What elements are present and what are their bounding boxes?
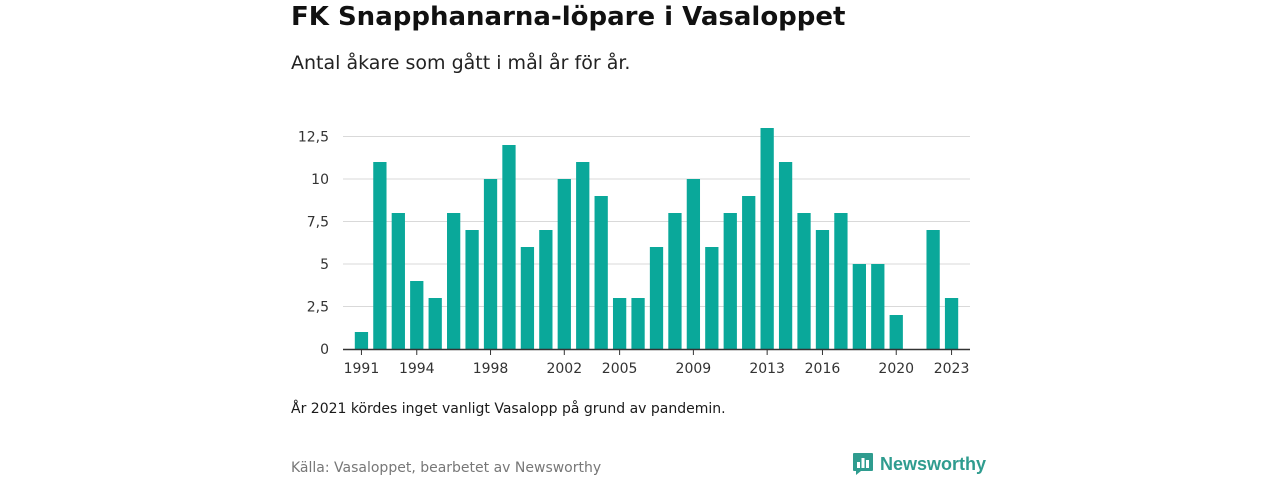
x-tick-label: 2009 xyxy=(676,361,712,377)
bar xyxy=(594,196,608,349)
newsworthy-logo: Newsworthy xyxy=(852,452,986,476)
y-tick-label: 0 xyxy=(320,342,329,358)
x-tick-label: 1998 xyxy=(473,361,509,377)
x-tick-label: 2013 xyxy=(749,361,785,377)
x-tick-label: 2020 xyxy=(878,361,914,377)
bar xyxy=(447,213,461,349)
x-tick-label: 1994 xyxy=(399,361,435,377)
bar xyxy=(354,332,369,349)
bar xyxy=(557,179,571,349)
bar xyxy=(871,264,885,349)
bar xyxy=(926,230,940,349)
y-tick-label: 7,5 xyxy=(307,215,329,231)
x-tick-label: 2002 xyxy=(546,361,582,377)
bar xyxy=(742,196,756,349)
x-tick-label: 2016 xyxy=(805,361,841,377)
bar xyxy=(944,298,959,349)
source-credit: Källa: Vasaloppet, bearbetet av Newswort… xyxy=(291,460,602,476)
bar xyxy=(705,247,719,349)
y-tick-label: 12,5 xyxy=(298,130,329,146)
bar xyxy=(686,179,701,349)
bar xyxy=(668,213,682,349)
bar xyxy=(612,298,627,349)
chart-subtitle: Antal åkare som gått i mål år för år. xyxy=(291,52,631,74)
bar-chart-speech-bubble-icon xyxy=(853,453,873,475)
x-tick-label: 2023 xyxy=(934,361,970,377)
bar xyxy=(778,162,793,349)
brand-name: Newsworthy xyxy=(880,453,987,474)
y-tick-label: 5 xyxy=(320,257,329,273)
bar xyxy=(539,230,553,349)
bar xyxy=(852,264,866,349)
bar xyxy=(723,213,737,349)
y-tick-label: 2,5 xyxy=(307,300,329,316)
bar xyxy=(391,213,405,349)
bar xyxy=(576,162,590,349)
bar xyxy=(760,128,774,349)
bar xyxy=(373,162,387,349)
bar xyxy=(631,298,645,349)
bar xyxy=(520,247,535,349)
bar xyxy=(465,230,479,349)
bar xyxy=(797,213,811,349)
bar xyxy=(410,281,424,349)
chart-footnote: År 2021 kördes inget vanligt Vasalopp på… xyxy=(291,401,726,417)
x-tick-label: 2005 xyxy=(602,361,638,377)
bar xyxy=(483,179,498,349)
bar xyxy=(889,315,903,349)
bar xyxy=(502,145,516,349)
bar-chart: 0 2,5 5 7,5 10 12,5 1991 1994 1998 2002 2005 2009 20… xyxy=(298,128,970,377)
chart-title: FK Snapphanarna-löpare i Vasaloppet xyxy=(291,2,846,32)
bar xyxy=(649,247,664,349)
x-tick-label: 1991 xyxy=(344,361,380,377)
bar xyxy=(428,298,442,349)
bar xyxy=(834,213,848,349)
bar xyxy=(815,230,830,349)
y-tick-label: 10 xyxy=(311,172,329,188)
